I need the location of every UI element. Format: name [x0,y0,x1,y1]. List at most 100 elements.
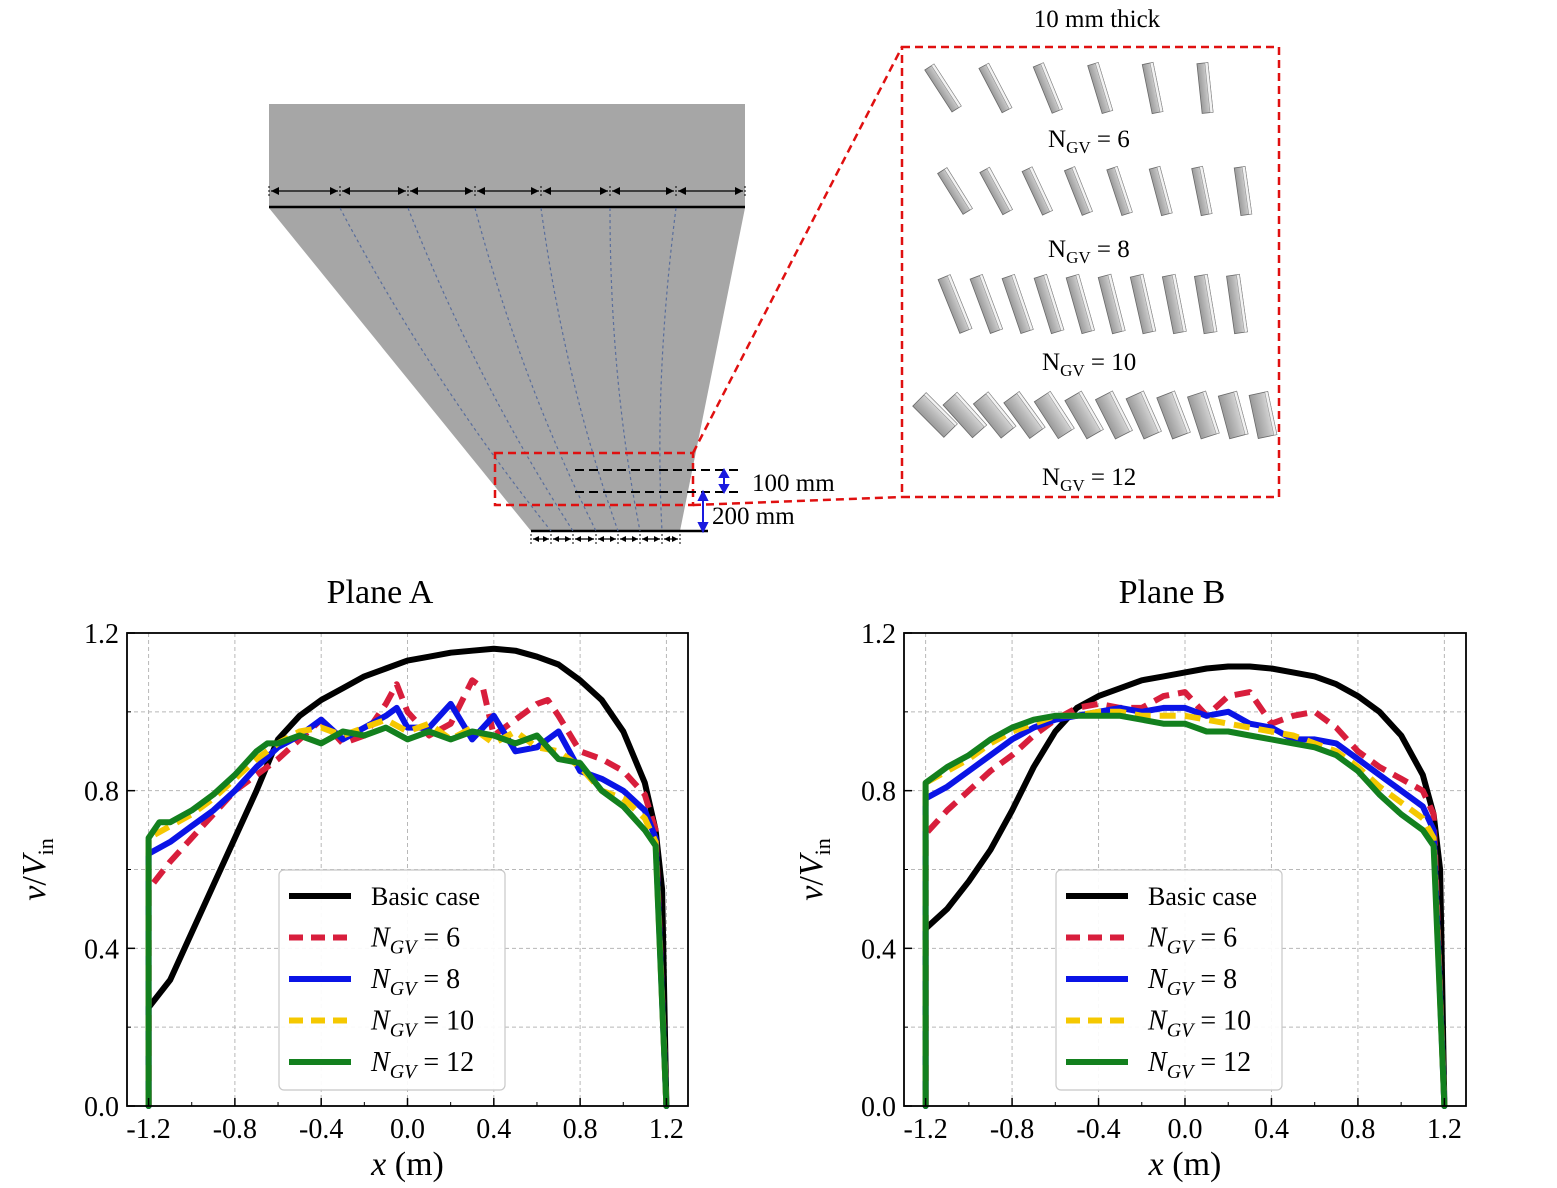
guide-vane [912,392,958,438]
legend-label: NGV = 6 [370,923,460,959]
arrow-head [678,187,686,195]
vane-rows [912,61,1278,440]
arrow-head [543,536,549,542]
arrow-head [398,187,406,195]
x-tick-label: 0.8 [1340,1114,1375,1145]
y-tick-label: 0.4 [861,934,896,965]
arrow-head [598,536,604,542]
guide-vane [924,63,962,113]
guide-vane [1063,166,1093,216]
arrow-head [543,187,551,195]
guide-vane [1193,273,1218,335]
legend-label: NGV = 8 [370,964,460,1000]
y-tick-label: 0.8 [84,777,119,808]
arrow-head [735,187,743,195]
zoom-box [493,451,695,507]
series-line-3 [922,708,1448,1107]
series-line-4 [145,724,670,1109]
outlet-dimension-arrows [530,534,681,544]
arrow-head [612,187,620,195]
duct-diagram: 100 mm 200 mm 10 mm thick NGV = 6 NGV = 8… [268,6,1281,544]
guide-vane [1248,391,1278,439]
guide-vane [1187,390,1220,440]
guide-vane [1233,166,1253,216]
y-tick-label: 1.2 [861,619,896,650]
legend-label: NGV = 10 [1147,1006,1251,1042]
legend-label: Basic case [371,882,480,911]
legend-label: NGV = 10 [370,1006,474,1042]
duct-inlet-section [269,104,745,208]
guide-vane [972,391,1017,439]
guide-vane [1097,273,1126,335]
guide-vane [1141,61,1164,115]
guide-vane [937,167,973,215]
legend-box [278,869,506,1091]
guide-vane [1033,273,1065,335]
dim-arrow-200mm [697,489,709,534]
guide-vane [1196,62,1214,114]
x-tick-label: 1.2 [1427,1114,1462,1145]
series-line-1 [145,677,670,1107]
arrow-head [533,536,539,542]
config-label: NGV = 10 [1042,349,1136,380]
guide-line [474,207,597,532]
guide-vane [1191,165,1213,217]
guide-vane [1156,390,1191,440]
arrow-head [610,536,616,542]
series-line-1 [922,689,1448,1107]
legend: Basic case NGV = 6 NGV = 8 NGV = 10 NGV = 12 [1055,869,1283,1091]
arrow-head [271,187,279,195]
config-labels: NGV = 6 NGV = 8 NGV = 10 NGV = 12 [1042,126,1136,495]
y-axis-label: v/Vin [793,838,835,900]
x-axis-label: x (m) [1148,1146,1222,1183]
guide-line [659,207,677,532]
x-tick-label: 1.2 [649,1114,684,1145]
guide-vane [1064,390,1104,440]
guide-vane [979,166,1013,216]
arrow-head [666,187,674,195]
guide-vane [1065,273,1095,335]
inlet-dimension-arrows [268,186,746,196]
y-tick-label: 0.0 [861,1092,896,1123]
arrow-head [642,536,648,542]
guide-vane [969,274,1004,334]
guide-vane [1125,390,1162,440]
config-label: NGV = 6 [1048,126,1130,157]
x-tick-label: -0.8 [213,1114,257,1145]
chart-plane-b: -1.2 -0.8 -0.4 0.0 0.4 0.8 1.2 0.0 0.4 0.8 1.2 Plan… [793,574,1467,1183]
arrow-head [342,187,350,195]
guide-vane [978,62,1013,114]
guide-vane [1001,273,1034,335]
arrow-head [654,536,660,542]
chart-title: Plane B [1119,574,1226,611]
config-label: NGV = 12 [1042,464,1136,495]
guide-vane [942,391,988,439]
legend-label: NGV = 12 [370,1047,474,1083]
arrow-head [531,187,539,195]
x-tick-label: -1.2 [903,1114,947,1145]
guide-vane [1161,273,1187,335]
x-axis-label: x (m) [370,1146,444,1183]
series-group [145,645,670,1109]
legend-label: NGV = 6 [1147,923,1237,959]
dim-arrow-100mm [718,467,730,495]
arrow-head [632,536,638,542]
y-tick-label: 1.2 [84,619,119,650]
series-line-4 [922,712,1448,1109]
arrow-head [553,536,559,542]
x-tick-label: -0.4 [299,1114,343,1145]
dim-label-100mm: 100 mm [752,470,835,497]
guide-vane [937,274,973,334]
guide-vane [1106,165,1133,217]
legend-label: Basic case [1148,882,1257,911]
guide-vane [1094,390,1133,440]
x-tick-label: -1.2 [126,1114,170,1145]
y-axis-label: v/Vin [16,838,58,900]
y-tick-label: 0.8 [861,777,896,808]
guide-vane [1087,61,1114,115]
series-line-0 [922,663,1448,1109]
dim-label-200mm: 200 mm [712,503,795,530]
series-line-0 [145,645,670,1109]
legend-box [1055,869,1283,1091]
